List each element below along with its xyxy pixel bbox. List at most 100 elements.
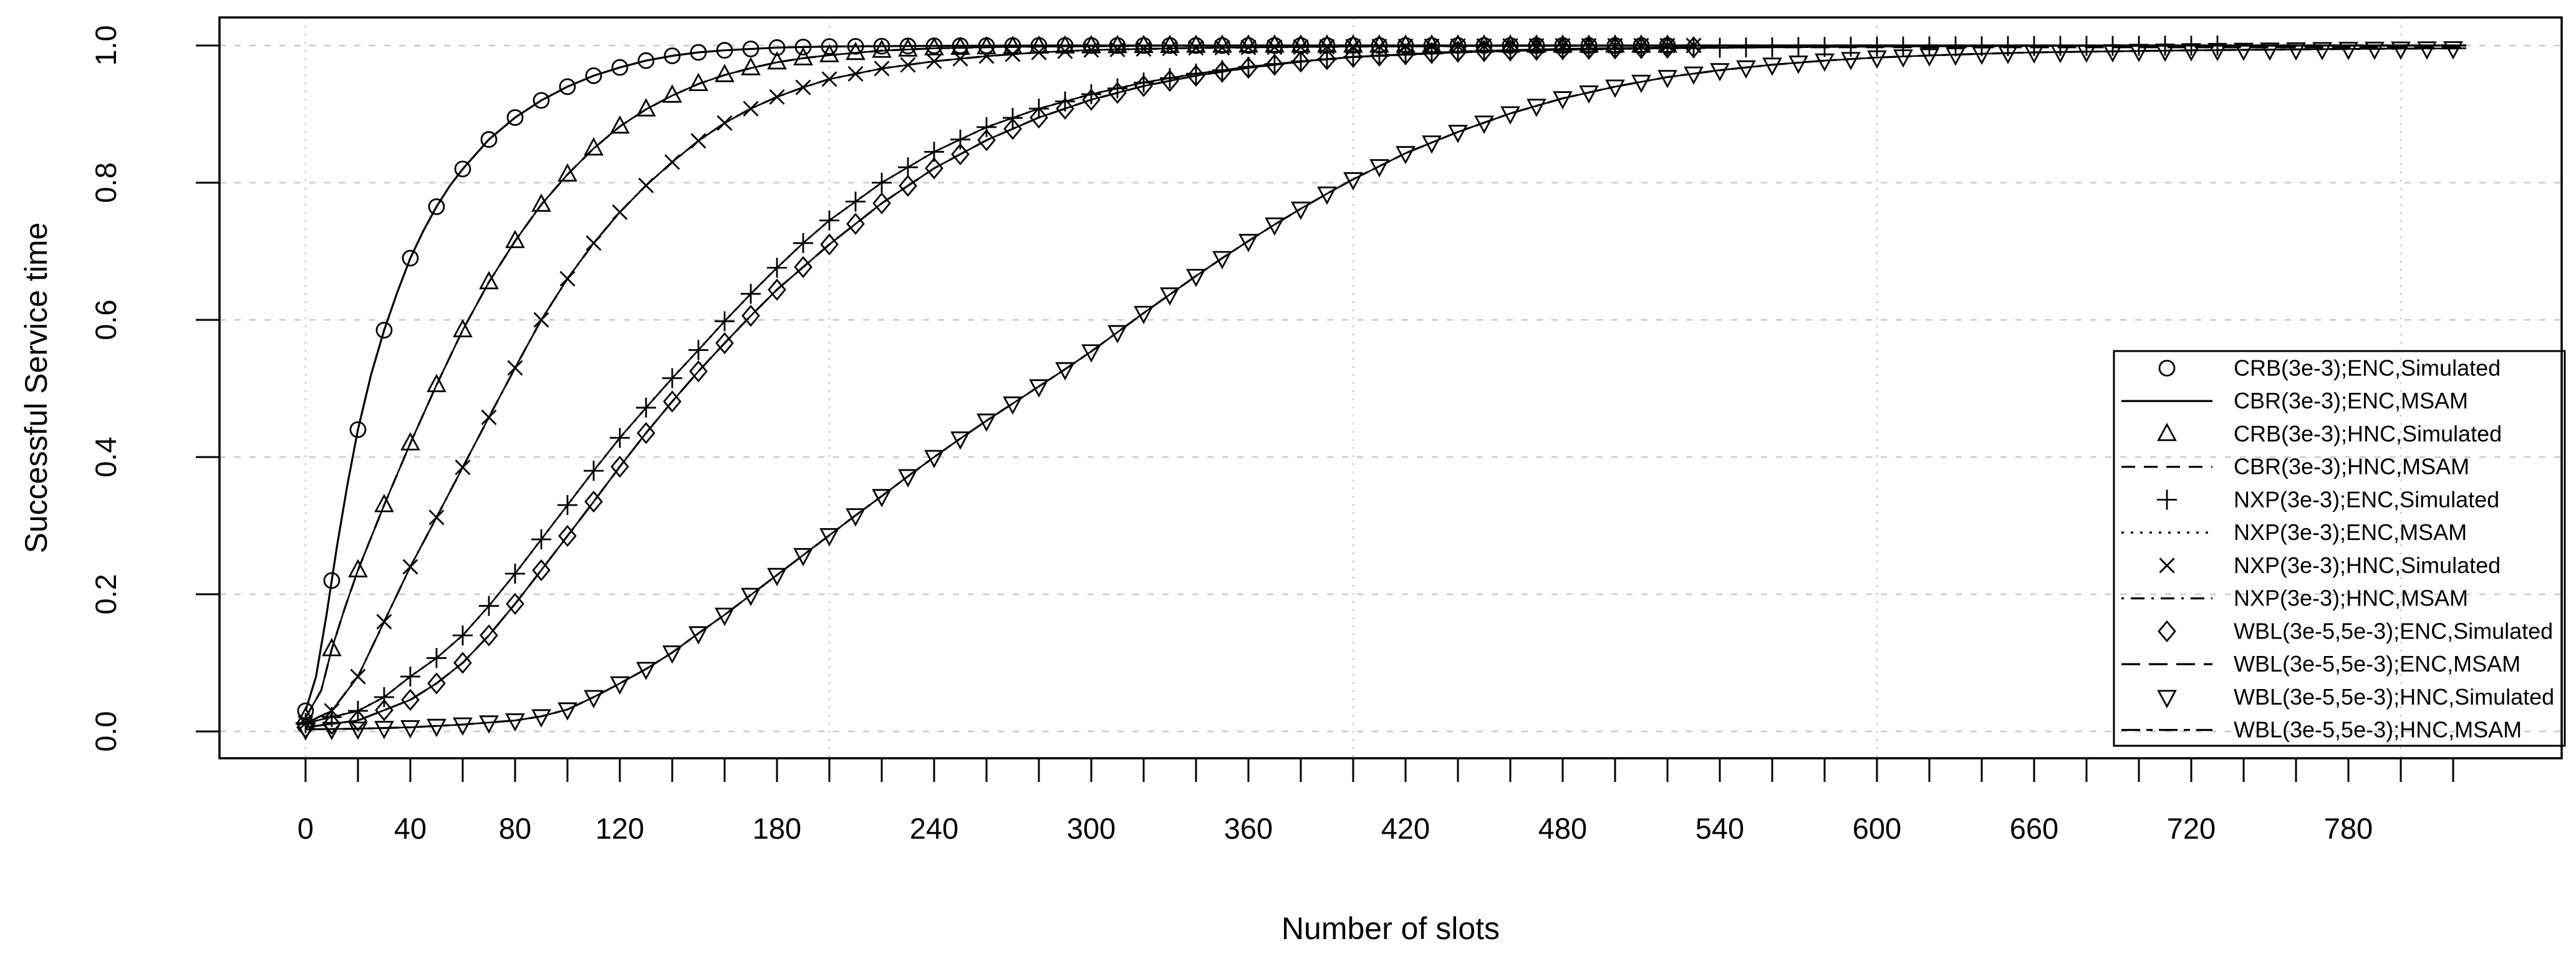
- cross-marker: [533, 312, 549, 328]
- triangle-down-marker: [688, 626, 708, 645]
- diamond-marker: [794, 256, 813, 278]
- legend-label: NXP(3e-3);HNC,Simulated: [2234, 552, 2501, 578]
- circle-marker: [690, 44, 707, 61]
- legend-label: WBL(3e-5,5e-3);ENC,MSAM: [2234, 651, 2521, 677]
- triangle-down-marker: [1448, 125, 1468, 143]
- x-tick-label: 600: [1853, 812, 1901, 845]
- triangle-up-marker: [322, 638, 342, 657]
- triangle-down-marker: [1579, 85, 1599, 104]
- legend-label: WBL(3e-5,5e-3);HNC,MSAM: [2234, 717, 2522, 743]
- cross-marker: [428, 509, 445, 526]
- diamond-marker: [637, 422, 655, 445]
- triangle-up-marker: [741, 57, 761, 75]
- cross-marker: [350, 668, 366, 685]
- series-triangle-down: [296, 41, 2467, 741]
- cross-marker: [376, 614, 392, 630]
- triangle-up-marker: [767, 51, 787, 70]
- diamond-marker: [872, 192, 891, 215]
- triangle-down-marker: [1055, 362, 1075, 381]
- diamond-marker: [1422, 42, 1441, 64]
- triangle-down-marker: [1919, 48, 1939, 67]
- diamond-marker: [453, 652, 472, 674]
- cross-marker: [1057, 43, 1073, 59]
- x-tick-label: 540: [1696, 812, 1744, 845]
- triangle-down-marker: [898, 469, 918, 488]
- triangle-down-marker: [1710, 63, 1730, 82]
- cross-marker: [1581, 37, 1597, 54]
- triangle-down-marker: [767, 567, 787, 587]
- triangle-up-marker: [479, 271, 499, 289]
- triangle-down-marker: [741, 587, 761, 607]
- triangle-down-marker: [505, 713, 525, 732]
- circle-marker: [663, 47, 681, 64]
- diamond-marker: [610, 455, 629, 478]
- msam-line: [305, 46, 2466, 728]
- diamond-marker: [1553, 37, 1572, 60]
- triangle-up-marker: [846, 41, 866, 60]
- plus-marker: [453, 625, 473, 645]
- legend-entry: CBR(3e-3);ENC,MSAM: [2121, 388, 2468, 413]
- circle-marker: [742, 41, 760, 57]
- x-tick-label: 660: [2010, 812, 2058, 845]
- triangle-down-marker: [1815, 53, 1835, 72]
- diamond-marker: [427, 672, 446, 695]
- plot-border: [218, 16, 2563, 759]
- legend-label: NXP(3e-3);ENC,MSAM: [2234, 519, 2467, 545]
- legend-entry: WBL(3e-5,5e-3);HNC,MSAM: [2121, 717, 2522, 743]
- circle-marker: [716, 42, 733, 59]
- x-tick-label: 180: [753, 812, 801, 845]
- circle-marker: [559, 78, 576, 95]
- gridlines: [219, 17, 2562, 758]
- triangle-down-marker: [2286, 42, 2306, 61]
- legend-entry: CRB(3e-3);HNC,Simulated: [2157, 421, 2502, 446]
- diamond-marker: [322, 713, 341, 735]
- cross-marker: [1188, 40, 1204, 56]
- diamond-marker: [977, 129, 996, 152]
- circle-marker: [585, 67, 602, 84]
- series-plus: [296, 36, 2466, 733]
- diamond-marker: [768, 278, 786, 301]
- triangle-down-marker: [1762, 57, 1782, 76]
- plus-marker: [400, 667, 420, 687]
- diamond-marker: [1475, 39, 1493, 62]
- diamond-marker: [663, 390, 682, 413]
- triangle-down-marker: [2234, 42, 2254, 61]
- triangle-down-marker: [1238, 234, 1258, 253]
- triangle-down-marker: [296, 722, 316, 741]
- diamond-marker: [349, 709, 367, 732]
- triangle-down-marker: [400, 720, 420, 739]
- diamond-marker: [1370, 44, 1389, 67]
- triangle-down-marker: [427, 718, 446, 738]
- cross-marker: [952, 51, 968, 67]
- cross-marker: [455, 460, 471, 475]
- diamond-marker: [1187, 64, 1205, 87]
- triangle-down-marker: [2312, 42, 2332, 60]
- triangle-down-marker: [636, 662, 656, 680]
- triangle-up-marker: [505, 229, 525, 248]
- circle-marker: [375, 322, 393, 339]
- plus-marker: [1107, 78, 1127, 99]
- msam-line: [305, 47, 2467, 731]
- triangle-up-marker: [898, 38, 918, 57]
- circle-marker: [637, 52, 655, 69]
- diamond-marker: [820, 233, 839, 256]
- triangle-down-marker: [1684, 66, 1704, 85]
- diamond-marker: [1160, 69, 1179, 92]
- triangle-up-marker: [557, 163, 577, 182]
- axis-ticks: [196, 44, 2454, 782]
- circle-marker: [349, 421, 367, 438]
- triangle-down-marker: [557, 702, 577, 721]
- plus-marker: [950, 129, 970, 150]
- x-tick-label: 40: [394, 812, 427, 845]
- legend-entry: NXP(3e-3);HNC,Simulated: [2159, 552, 2501, 578]
- legend-label: CRB(3e-3);HNC,Simulated: [2234, 421, 2502, 446]
- triangle-down-marker: [2417, 41, 2437, 60]
- cross-marker: [1005, 46, 1021, 62]
- triangle-up-marker: [924, 37, 944, 55]
- triangle-down-marker: [819, 528, 839, 547]
- y-axis-title: Successful Service time: [19, 222, 54, 554]
- plus-marker: [610, 428, 630, 448]
- circle-marker: [873, 37, 890, 55]
- msam-line: [305, 44, 2466, 725]
- triangle-down-marker: [1422, 135, 1442, 154]
